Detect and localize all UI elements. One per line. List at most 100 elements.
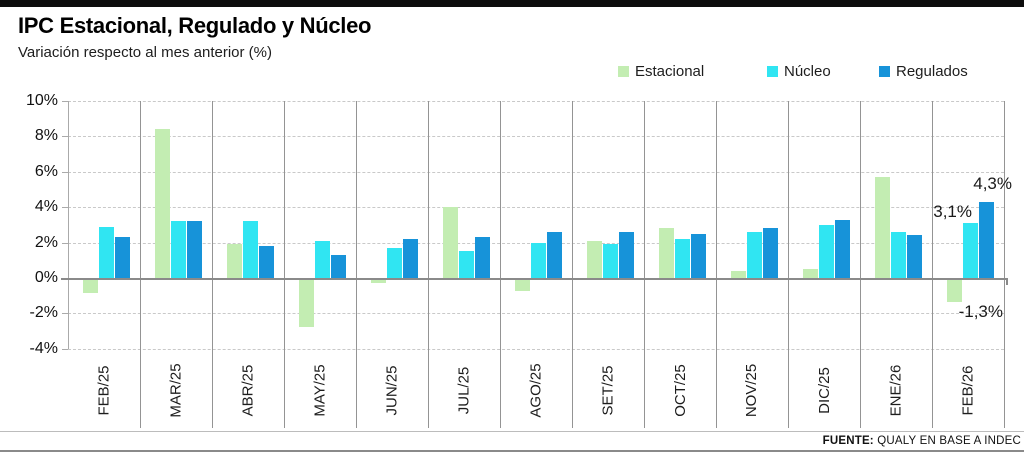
y-axis-tick xyxy=(62,100,68,102)
bar-regulados-jul-25 xyxy=(475,237,490,278)
bar-regulados-jun-25 xyxy=(403,239,418,278)
gridline-6pct xyxy=(68,171,1004,173)
bar-regulados-abr-25 xyxy=(259,246,274,278)
bar-regulados-oct-25 xyxy=(691,233,706,278)
value-label-núcleo: 3,1% xyxy=(933,202,972,222)
legend-item-nucleo: Núcleo xyxy=(767,63,831,80)
x-axis-label-ene-26: ENE/26 xyxy=(887,364,905,416)
bar-estacional-jul-25 xyxy=(443,207,458,278)
month-separator xyxy=(860,100,861,428)
month-separator xyxy=(644,100,645,428)
bar-estacional-dic-25 xyxy=(803,269,818,278)
bar-regulados-ene-26 xyxy=(907,235,922,278)
x-axis-label-jul-25: JUL/25 xyxy=(455,366,473,414)
x-axis-label-jun-25: JUN/25 xyxy=(383,364,401,416)
bar-estacional-ene-26 xyxy=(875,177,890,278)
bar-núcleo-oct-25 xyxy=(675,239,690,278)
bar-núcleo-may-25 xyxy=(315,240,330,278)
bar-estacional-may-25 xyxy=(299,279,314,327)
nucleo-swatch-icon xyxy=(767,66,778,77)
bar-regulados-feb-26 xyxy=(979,201,994,278)
bar-estacional-ago-25 xyxy=(515,279,530,292)
x-axis-label-nov-25: NOV/25 xyxy=(743,363,761,417)
month-separator xyxy=(500,100,501,428)
source-label: FUENTE: xyxy=(822,435,874,447)
page-title: IPC Estacional, Regulado y Núcleo xyxy=(18,13,372,38)
bar-núcleo-ene-26 xyxy=(891,231,906,278)
month-separator xyxy=(572,100,573,428)
bottom-bar xyxy=(0,450,1024,452)
bar-núcleo-set-25 xyxy=(603,244,618,278)
y-axis-label: -2% xyxy=(29,304,58,322)
bar-regulados-dic-25 xyxy=(835,219,850,278)
bar-núcleo-feb-25 xyxy=(99,226,114,278)
month-separator xyxy=(716,100,717,428)
zero-line xyxy=(61,278,1008,280)
bar-regulados-set-25 xyxy=(619,231,634,278)
bar-núcleo-dic-25 xyxy=(819,224,834,278)
y-axis-tick xyxy=(62,136,68,138)
bar-regulados-feb-25 xyxy=(115,237,130,278)
y-axis-label: 4% xyxy=(34,198,58,216)
y-axis-label: 6% xyxy=(34,162,58,180)
bar-núcleo-abr-25 xyxy=(243,221,258,278)
x-axis-label-dic-25: DIC/25 xyxy=(815,366,833,414)
bar-estacional-feb-26 xyxy=(947,279,962,303)
estacional-swatch-icon xyxy=(618,66,629,77)
gridline--2pct xyxy=(68,313,1004,315)
bar-regulados-may-25 xyxy=(331,254,346,278)
bar-estacional-set-25 xyxy=(587,240,602,278)
legend-item-estacional: Estacional xyxy=(618,63,704,80)
legend-label: Regulados xyxy=(896,63,968,80)
month-separator xyxy=(140,100,141,428)
y-axis-tick xyxy=(62,171,68,173)
x-axis-label-oct-25: OCT/25 xyxy=(671,363,689,417)
bar-núcleo-nov-25 xyxy=(747,231,762,278)
y-axis-tick xyxy=(62,207,68,209)
legend-label: Estacional xyxy=(635,63,705,80)
bar-núcleo-jul-25 xyxy=(459,251,474,278)
value-label-regulados: 4,3% xyxy=(973,173,1012,193)
legend-label: Núcleo xyxy=(784,63,831,80)
footer-divider xyxy=(0,431,1024,432)
gridline-10pct xyxy=(68,100,1004,102)
bar-estacional-mar-25 xyxy=(155,129,170,278)
y-axis-tick xyxy=(62,348,68,350)
month-separator xyxy=(212,100,213,428)
bar-estacional-jun-25 xyxy=(371,279,386,283)
bar-regulados-mar-25 xyxy=(187,221,202,278)
month-separator xyxy=(284,100,285,428)
x-axis-label-abr-25: ABR/25 xyxy=(239,364,257,416)
regulados-swatch-icon xyxy=(879,66,890,77)
y-axis-tick xyxy=(62,313,68,315)
month-separator xyxy=(356,100,357,428)
x-axis-label-feb-25: FEB/25 xyxy=(95,364,113,416)
bar-estacional-feb-25 xyxy=(83,279,98,294)
y-axis-label: 8% xyxy=(34,127,58,145)
month-separator xyxy=(932,100,933,428)
x-axis-label-mar-25: MAR/25 xyxy=(167,362,185,418)
gridline--4pct xyxy=(68,348,1004,350)
y-axis-tick xyxy=(62,242,68,244)
legend-item-regulados: Regulados xyxy=(879,63,968,80)
x-axis-label-set-25: SET/25 xyxy=(599,364,617,416)
gridline-4pct xyxy=(68,207,1004,209)
month-separator xyxy=(788,100,789,428)
value-label-estacional: -1,3% xyxy=(958,302,1003,321)
bar-estacional-abr-25 xyxy=(227,244,242,278)
x-axis-label-feb-26: FEB/26 xyxy=(959,364,977,416)
y-axis-label: 10% xyxy=(25,91,58,109)
month-separator xyxy=(428,100,429,428)
top-black-bar xyxy=(0,0,1024,7)
zero-line-end-tick xyxy=(1006,278,1008,285)
y-axis-label: 2% xyxy=(34,233,58,251)
bar-núcleo-ago-25 xyxy=(531,242,546,278)
y-axis-line xyxy=(68,100,69,349)
month-separator xyxy=(1004,100,1005,428)
x-axis-label-ago-25: AGO/25 xyxy=(527,362,545,418)
y-axis-label: -4% xyxy=(29,339,58,357)
bar-núcleo-feb-26 xyxy=(963,223,978,278)
bar-regulados-ago-25 xyxy=(547,231,562,278)
